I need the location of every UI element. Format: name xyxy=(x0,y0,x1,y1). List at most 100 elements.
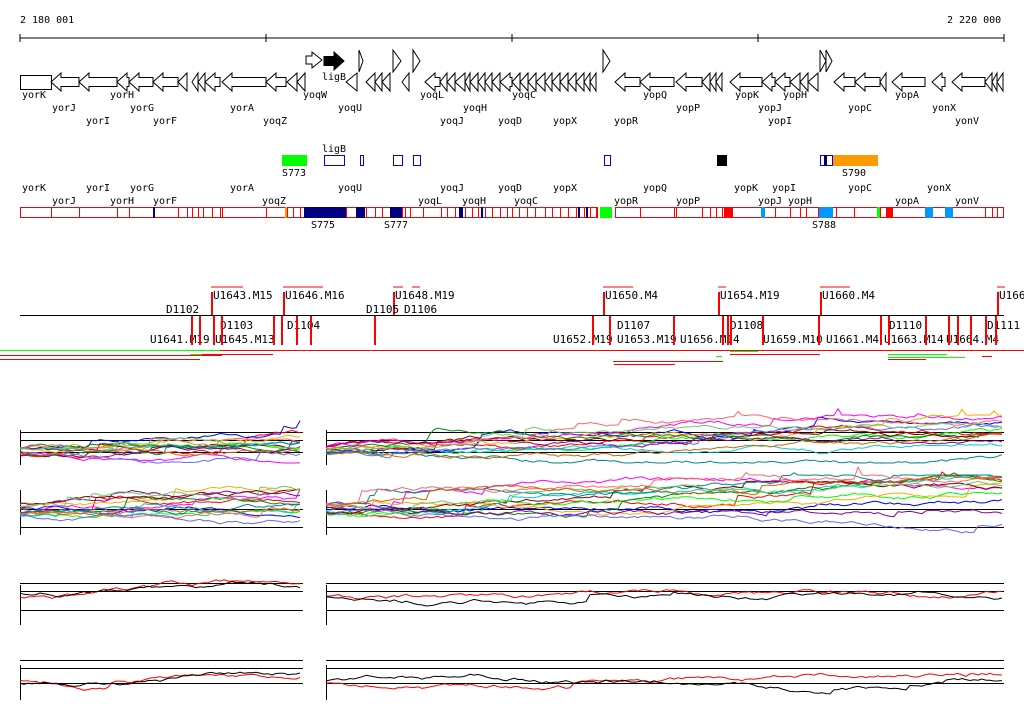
annotation-segment[interactable] xyxy=(300,207,305,218)
annotation-highlight[interactable] xyxy=(356,207,365,218)
gene-arrow-reverse[interactable] xyxy=(286,71,298,93)
annotation-highlight[interactable] xyxy=(819,207,833,218)
gene-arrow-reverse[interactable] xyxy=(446,71,456,93)
annotation-segment[interactable] xyxy=(423,207,442,218)
gene-arrow-reverse[interactable] xyxy=(499,71,513,93)
gene-arrow-reverse[interactable] xyxy=(365,71,376,93)
gene-arrow-reverse[interactable] xyxy=(464,71,471,93)
feature-box[interactable] xyxy=(604,155,611,166)
transcript-mark[interactable] xyxy=(273,316,275,345)
gene-arrow-reverse[interactable] xyxy=(401,71,410,93)
annotation-segment[interactable] xyxy=(20,207,52,218)
annotation-highlight[interactable] xyxy=(586,207,588,218)
transcript-mark[interactable] xyxy=(997,292,999,315)
annotation-highlight[interactable] xyxy=(578,207,580,218)
gene-arrow-reverse[interactable] xyxy=(675,71,703,93)
gene-arrow-reverse[interactable] xyxy=(374,71,383,93)
annotation-segment[interactable] xyxy=(198,207,204,218)
gene-arrow-reverse[interactable] xyxy=(614,71,641,93)
annotation-segment[interactable] xyxy=(79,207,118,218)
annotation-segment[interactable] xyxy=(512,207,520,218)
feature-s773[interactable] xyxy=(282,155,307,166)
gene-yoqW-forward[interactable] xyxy=(305,50,323,70)
annotation-segment[interactable] xyxy=(790,207,801,218)
annotation-segment[interactable] xyxy=(519,207,528,218)
transcript-mark[interactable] xyxy=(925,316,927,345)
annotation-segment[interactable] xyxy=(472,207,479,218)
annotation-segment[interactable] xyxy=(441,207,448,218)
feature-box-filled[interactable] xyxy=(717,155,727,166)
annotation-segment[interactable] xyxy=(716,207,723,218)
annotation-highlight[interactable] xyxy=(945,207,953,218)
annotation-highlight[interactable] xyxy=(304,207,346,218)
gene-arrow-reverse[interactable] xyxy=(78,71,118,93)
annotation-segment[interactable] xyxy=(293,207,301,218)
gene-arrow-reverse[interactable] xyxy=(511,71,521,93)
gene-arrow-reverse[interactable] xyxy=(575,71,585,93)
annotation-segment[interactable] xyxy=(576,207,585,218)
gene-arrow-reverse[interactable] xyxy=(589,71,597,93)
gene-arrow-reverse[interactable] xyxy=(50,71,80,93)
gene-arrow-reverse[interactable] xyxy=(833,71,856,93)
annotation-segment[interactable] xyxy=(615,207,641,218)
gene-arrow-reverse[interactable] xyxy=(454,71,466,93)
annotation-segment[interactable] xyxy=(212,207,221,218)
transcript-mark[interactable] xyxy=(730,316,732,345)
transcript-mark[interactable] xyxy=(213,316,215,345)
transcript-mark[interactable] xyxy=(820,292,822,315)
annotation-highlight[interactable] xyxy=(153,207,155,218)
feature-s790[interactable] xyxy=(833,155,878,166)
transcript-mark[interactable] xyxy=(281,316,283,345)
gene-arrow-reverse[interactable] xyxy=(469,71,479,93)
annotation-highlight[interactable] xyxy=(481,207,483,218)
gene-arrow-forward[interactable] xyxy=(392,48,402,74)
feature-box[interactable] xyxy=(413,155,421,166)
annotation-segment[interactable] xyxy=(346,207,358,218)
transcript-mark[interactable] xyxy=(609,316,611,345)
gene-arrow-reverse[interactable] xyxy=(991,71,998,93)
annotation-segment[interactable] xyxy=(410,207,424,218)
gene-yorK[interactable] xyxy=(20,75,52,90)
annotation-segment[interactable] xyxy=(222,207,267,218)
annotation-segment[interactable] xyxy=(507,207,513,218)
annotation-segment[interactable] xyxy=(775,207,791,218)
feature-box[interactable] xyxy=(393,155,403,166)
annotation-segment[interactable] xyxy=(552,207,561,218)
transcript-mark[interactable] xyxy=(374,316,376,345)
gene-arrow-reverse[interactable] xyxy=(891,71,926,93)
transcript-mark[interactable] xyxy=(592,316,594,345)
gene-arrow-reverse[interactable] xyxy=(527,71,537,93)
annotation-segment[interactable] xyxy=(192,207,199,218)
gene-arrow-reverse[interactable] xyxy=(761,71,776,93)
gene-arrow-reverse[interactable] xyxy=(152,71,179,93)
annotation-segment[interactable] xyxy=(854,207,881,218)
annotation-segment[interactable] xyxy=(129,207,154,218)
gene-arrow-reverse[interactable] xyxy=(345,71,358,93)
transcript-mark[interactable] xyxy=(948,316,950,345)
transcript-mark[interactable] xyxy=(985,316,987,345)
gene-arrow-reverse[interactable] xyxy=(701,71,711,93)
annotation-segment[interactable] xyxy=(203,207,213,218)
annotation-segment[interactable] xyxy=(545,207,553,218)
gene-arrow-reverse[interactable] xyxy=(854,71,881,93)
annotation-segment[interactable] xyxy=(187,207,193,218)
gene-arrow-reverse[interactable] xyxy=(221,71,267,93)
transcript-mark[interactable] xyxy=(727,316,729,345)
feature-ligb[interactable] xyxy=(324,155,345,166)
annotation-segment[interactable] xyxy=(730,207,763,218)
annotation-highlight[interactable] xyxy=(925,207,933,218)
gene-arrow-reverse[interactable] xyxy=(519,71,529,93)
gene-arrow-reverse[interactable] xyxy=(774,71,791,93)
annotation-segment[interactable] xyxy=(500,207,508,218)
annotation-highlight[interactable] xyxy=(761,207,765,218)
gene-arrow-reverse[interactable] xyxy=(551,71,561,93)
gene-arrow-reverse[interactable] xyxy=(729,71,763,93)
annotation-segment[interactable] xyxy=(51,207,80,218)
transcript-mark[interactable] xyxy=(310,316,312,345)
annotation-segment[interactable] xyxy=(992,207,998,218)
gene-arrow-reverse[interactable] xyxy=(984,71,993,93)
annotation-segment[interactable] xyxy=(932,207,946,218)
gene-arrow-reverse[interactable] xyxy=(535,71,546,93)
transcript-mark[interactable] xyxy=(603,292,605,315)
annotation-segment[interactable] xyxy=(382,207,391,218)
